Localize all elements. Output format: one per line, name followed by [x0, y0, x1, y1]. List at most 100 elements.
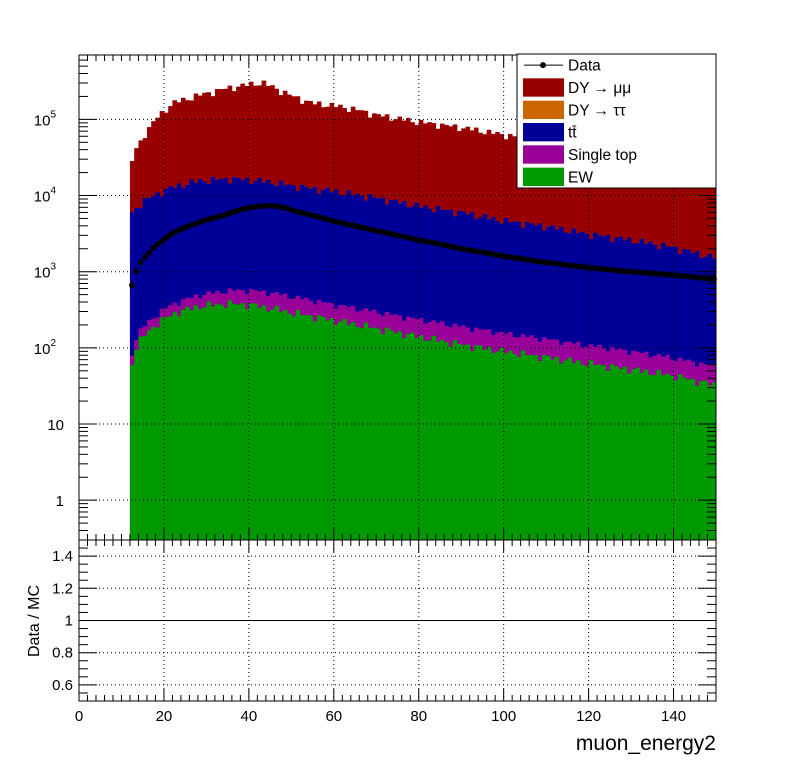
legend-swatch-ew [523, 167, 564, 186]
bar-ew [558, 363, 564, 540]
bar-ew [490, 353, 496, 540]
bar-ew [588, 360, 594, 540]
bar-ew [541, 354, 547, 540]
bar-ew [486, 346, 492, 540]
bar-ew [265, 311, 271, 540]
bar-ew [431, 335, 437, 540]
data-point [146, 249, 153, 256]
x-tick-label: 60 [325, 708, 342, 725]
bar-ew [393, 333, 398, 540]
bar-ew [359, 328, 364, 540]
bar-ew [372, 327, 377, 540]
bar-ew [163, 317, 169, 540]
bar-ew [342, 319, 347, 540]
bar-ew [639, 372, 645, 540]
bar-ew [189, 310, 195, 540]
bar-ew [439, 340, 445, 540]
bar-ew [448, 346, 454, 540]
bar-ew [231, 303, 237, 540]
bar-ew [274, 306, 279, 540]
data-point [150, 245, 157, 252]
bar-ew [609, 364, 615, 540]
bar-ew [665, 373, 670, 540]
bar-ew [580, 364, 585, 540]
bar-ew [223, 307, 229, 540]
y-tick-label: 103 [34, 262, 57, 282]
bar-ew [643, 369, 649, 540]
bar-ew [202, 307, 207, 540]
bar-ew [206, 301, 212, 540]
bar-ew [291, 316, 296, 540]
bar-ew [550, 359, 556, 540]
bar-ew [185, 306, 190, 540]
x-tick-label: 120 [576, 708, 601, 725]
bar-ew [554, 356, 560, 540]
data-point [137, 259, 144, 266]
legend-swatch-dy [523, 100, 564, 119]
bar-ew [176, 316, 182, 540]
bar-ew [614, 366, 619, 540]
bar-ew [363, 322, 369, 540]
data-point [154, 241, 161, 248]
y-tick-base: 10 [34, 341, 51, 358]
bar-ew [601, 365, 606, 540]
bar-ew [172, 311, 178, 540]
bar-ew [316, 315, 322, 540]
bar-ew [418, 335, 424, 540]
bar-ew [197, 309, 203, 540]
bar-ew [618, 368, 623, 540]
x-tick-label: 40 [241, 708, 258, 725]
bar-ew [384, 327, 390, 540]
bar-ew [427, 340, 432, 540]
bar-ew [333, 324, 339, 540]
bar-ew [214, 303, 220, 540]
bar-ew [355, 326, 360, 540]
ratio-y-tick-label: 1.2 [52, 580, 73, 597]
bar-ew [295, 310, 301, 540]
bar-ew [660, 375, 666, 540]
legend-marker-data [540, 62, 546, 69]
bar-ew [686, 379, 691, 540]
bar-ew [703, 380, 708, 540]
data-point [158, 237, 165, 244]
y-tick-base: 10 [34, 189, 51, 206]
data-point [133, 268, 140, 275]
bar-ew [380, 334, 386, 540]
bar-ew [193, 305, 199, 540]
bar-ew [389, 330, 394, 540]
bar-ew [563, 360, 568, 540]
x-tick-label: 100 [491, 708, 516, 725]
bar-ew [546, 355, 551, 540]
bar-ew [682, 377, 687, 540]
data-points [129, 202, 717, 289]
y-tick-base: 1 [56, 493, 64, 510]
bar-ew [346, 324, 352, 540]
bar-ew [533, 354, 539, 540]
bar-ew [397, 331, 403, 540]
bar-ew [571, 363, 577, 540]
bar-ew [180, 309, 186, 540]
bar-ew [537, 361, 543, 540]
bar-ew [236, 304, 241, 540]
bar-ew [631, 369, 636, 540]
bar-ew [244, 309, 250, 540]
bar-ew [656, 369, 662, 540]
bar-ew [495, 351, 500, 540]
y-tick-label: 10 [47, 417, 64, 434]
ratio-y-tick-label: 0.8 [52, 645, 73, 662]
bar-ew [278, 312, 284, 540]
legend-swatch-dy [523, 78, 564, 97]
legend-label-tt: tt̄ [568, 125, 577, 142]
y-tick-base: 10 [47, 417, 64, 434]
data-point [163, 234, 170, 241]
data-point [264, 202, 271, 209]
bar-ew [287, 313, 292, 540]
bar-ew [622, 366, 628, 540]
legend-box [516, 53, 717, 189]
bar-ew [648, 374, 653, 540]
bar-ew [338, 321, 343, 540]
bar-ew [227, 300, 233, 540]
y-tick-exponent: 3 [50, 262, 56, 273]
x-tick-label: 140 [661, 708, 686, 725]
legend-label-single-top: Single top [568, 147, 637, 164]
